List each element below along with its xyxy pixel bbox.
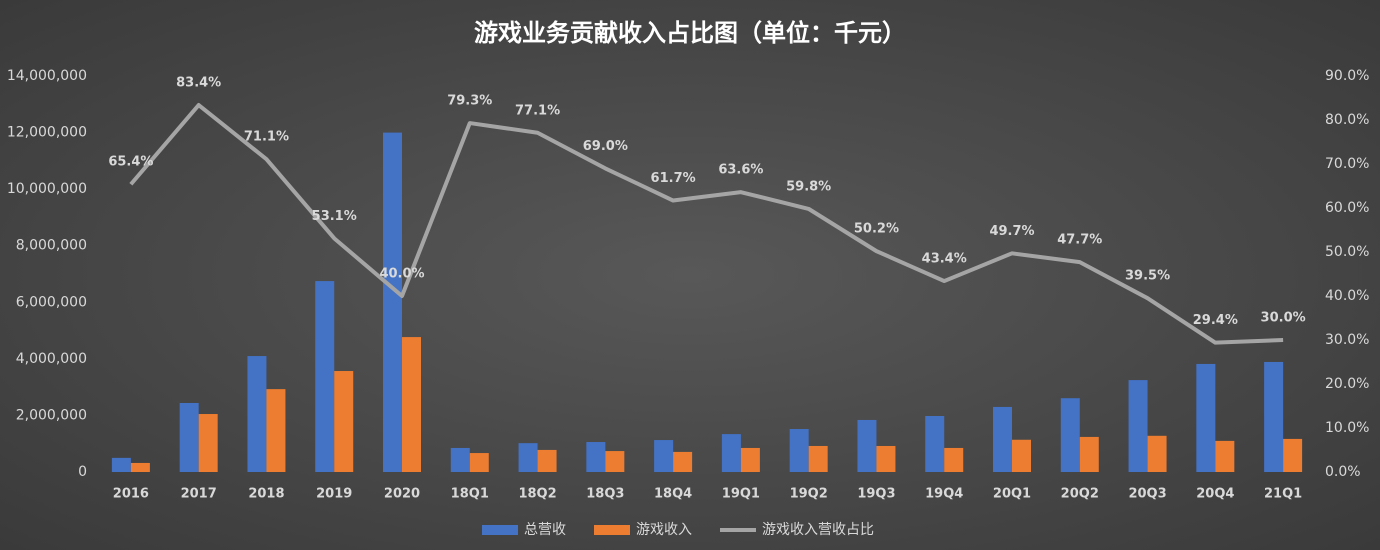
x-tick-label: 21Q1 [1264, 487, 1302, 502]
data-label: 65.4% [108, 155, 153, 170]
bar [469, 453, 489, 472]
bar [740, 447, 760, 472]
bar [383, 132, 402, 473]
y2-tick-label: 0.0% [1325, 464, 1361, 480]
data-label: 29.4% [1193, 313, 1238, 328]
x-tick-label: 20Q4 [1196, 487, 1234, 502]
line [129, 103, 1284, 345]
data-label: 71.1% [244, 130, 289, 145]
y-tick-label: 8,000,000 [16, 238, 87, 254]
x-tick-label: 20Q3 [1128, 487, 1166, 502]
x-tick-label: 20Q1 [993, 487, 1031, 502]
bar [1215, 440, 1235, 472]
bar [673, 451, 693, 472]
bar [198, 414, 218, 472]
x-tick-label: 19Q4 [925, 487, 963, 502]
data-label: 30.0% [1261, 311, 1306, 326]
bar [808, 445, 828, 472]
legend-swatch [594, 525, 630, 535]
bar [944, 447, 964, 472]
legend-label: 游戏收入营收占比 [762, 522, 874, 538]
y2-tick-label: 20.0% [1325, 376, 1369, 392]
y-tick-label: 14,000,000 [7, 68, 87, 84]
bar [654, 440, 674, 472]
bar [450, 447, 470, 472]
x-tick-label: 2016 [113, 487, 149, 502]
bar [1012, 439, 1031, 472]
bar [179, 402, 199, 472]
legend-swatch [482, 525, 518, 535]
data-label: 47.7% [1057, 233, 1102, 248]
bar [605, 451, 625, 472]
y2-tick-label: 40.0% [1325, 288, 1369, 304]
bar [111, 457, 131, 472]
x-tick-label: 19Q2 [790, 487, 828, 502]
bar [925, 415, 945, 472]
data-label: 50.2% [854, 222, 899, 237]
x-tick-label: 19Q3 [857, 487, 895, 502]
x-tick-label: 18Q2 [518, 487, 556, 502]
data-label: 61.7% [651, 171, 696, 186]
y-tick-label: 6,000,000 [16, 294, 87, 310]
bar [721, 434, 741, 472]
bar [1196, 363, 1216, 472]
bar [334, 371, 354, 472]
bar [1060, 398, 1080, 472]
bar [586, 442, 606, 472]
bar [993, 406, 1012, 472]
y-tick-label: 10,000,000 [7, 181, 87, 197]
bar [789, 429, 809, 472]
data-label: 69.0% [583, 139, 628, 154]
bar [518, 443, 538, 472]
x-tick-label: 18Q3 [586, 487, 624, 502]
bar [1264, 361, 1284, 472]
bar [315, 281, 335, 472]
data-label: 40.0% [379, 267, 424, 282]
data-label: 83.4% [176, 76, 221, 91]
y-tick-label: 12,000,000 [7, 125, 87, 141]
data-label: 53.1% [312, 209, 357, 224]
y2-tick-label: 90.0% [1325, 68, 1369, 84]
data-label: 79.3% [447, 94, 492, 109]
x-tick-label: 18Q4 [654, 487, 692, 502]
y2-tick-label: 70.0% [1325, 156, 1369, 172]
x-tick-label: 18Q1 [451, 487, 489, 502]
x-tick-label: 20Q2 [1061, 487, 1099, 502]
legend-label: 游戏收入 [636, 522, 692, 538]
bar [130, 462, 150, 472]
data-label: 43.4% [922, 252, 967, 267]
bar [537, 449, 557, 472]
x-tick-label: 2017 [181, 487, 217, 502]
legend-label: 总营收 [524, 522, 566, 538]
x-tick-label: 2019 [316, 487, 352, 502]
data-label: 39.5% [1125, 269, 1170, 284]
bar [266, 389, 286, 472]
data-label: 77.1% [515, 103, 560, 118]
bar [1283, 438, 1303, 472]
data-label: 63.6% [718, 163, 763, 178]
data-label: 59.8% [786, 179, 831, 194]
y2-tick-label: 30.0% [1325, 332, 1369, 348]
y-tick-label: 4,000,000 [16, 351, 87, 367]
x-tick-label: 2020 [384, 487, 420, 502]
bar [1147, 435, 1167, 472]
bar [857, 419, 877, 472]
bar [1079, 436, 1099, 472]
bar [876, 445, 896, 472]
y2-tick-label: 60.0% [1325, 200, 1369, 216]
x-tick-label: 2018 [248, 487, 284, 502]
data-label: 49.7% [989, 224, 1034, 239]
y-tick-label: 2,000,000 [16, 407, 87, 423]
x-tick-label: 19Q1 [722, 487, 760, 502]
y2-tick-label: 50.0% [1325, 244, 1369, 260]
y2-tick-label: 80.0% [1325, 112, 1369, 128]
chart-title: 游戏业务贡献收入占比图（单位：千元） [474, 19, 906, 47]
bar [402, 337, 421, 472]
bar [247, 356, 267, 472]
y2-tick-label: 10.0% [1325, 420, 1369, 436]
y-tick-label: 0 [78, 464, 87, 480]
bar [1128, 380, 1148, 472]
